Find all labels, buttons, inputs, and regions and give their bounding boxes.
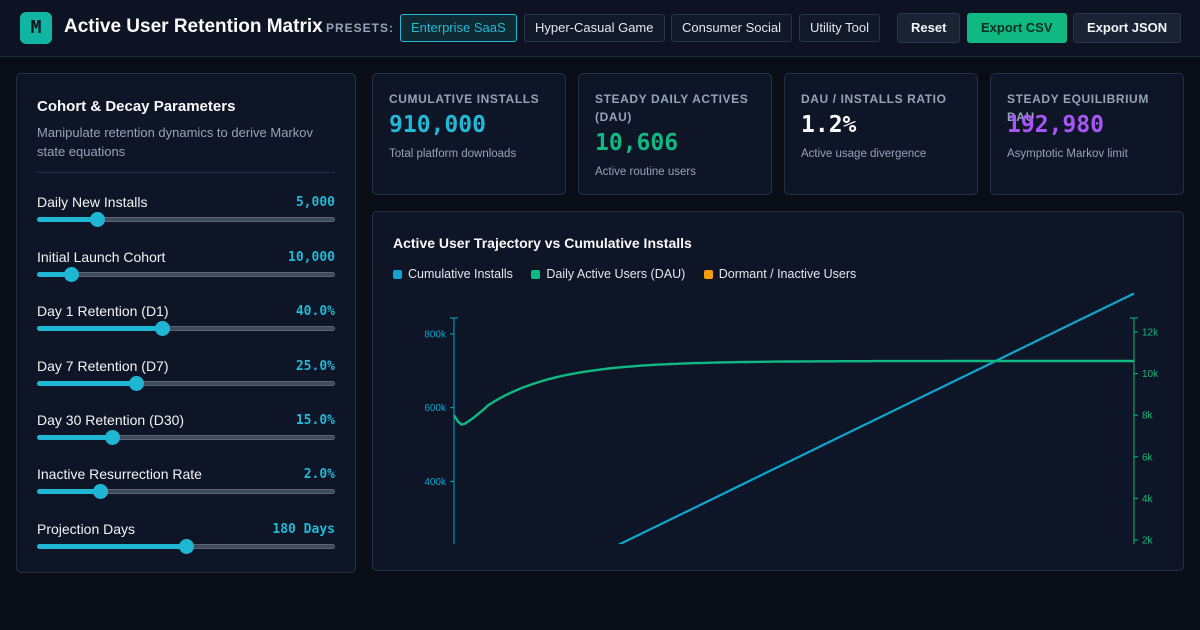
param-value: 15.0% (295, 413, 335, 428)
chart-panel: Active User Trajectory vs Cumulative Ins… (372, 211, 1184, 571)
param-slider[interactable] (37, 376, 335, 391)
stat-note: Total platform downloads (389, 148, 517, 160)
slider-thumb[interactable] (90, 212, 105, 227)
preset-utility-tool[interactable]: Utility Tool (799, 14, 881, 42)
param-slider[interactable] (37, 321, 335, 336)
reset-button[interactable]: Reset (897, 13, 961, 43)
stat-value: 910,000 (389, 112, 486, 138)
series-line-dau (452, 359, 1134, 426)
legend-label: Dormant / Inactive Users (718, 267, 857, 281)
right-tick-label: 12k (1142, 328, 1159, 339)
stat-note: Asymptotic Markov limit (1007, 148, 1128, 160)
slider-fill (37, 217, 98, 222)
slider-thumb[interactable] (129, 376, 144, 391)
param-slider[interactable] (37, 484, 335, 499)
legend-cumulative-installs[interactable]: Cumulative Installs (393, 267, 513, 281)
left-tick-label: 800k (424, 330, 447, 341)
preset-hyper-casual-game[interactable]: Hyper-Casual Game (524, 14, 665, 42)
param-label: Day 30 Retention (D30) (37, 412, 185, 428)
param-value: 2.0% (303, 467, 335, 482)
right-tick-label: 10k (1142, 369, 1159, 380)
param-label: Initial Launch Cohort (37, 249, 166, 265)
param-label: Inactive Resurrection Rate (37, 466, 202, 482)
parameters-subtitle: Manipulate retention dynamics to derive … (37, 125, 314, 159)
app-title: Active User Retention Matrix (64, 16, 323, 37)
stat-label: Steady Equilibrium DAU (1007, 92, 1149, 124)
chart-title: Active User Trajectory vs Cumulative Ins… (393, 235, 692, 251)
param-slider[interactable] (37, 430, 335, 445)
stat-label: Steady Daily Actives (DAU) (595, 92, 749, 124)
parameters-title: Cohort & Decay Parameters (37, 98, 236, 115)
parameters-panel: Cohort & Decay Parameters Manipulate ret… (16, 73, 356, 573)
left-tick-label: 600k (424, 403, 447, 414)
app-logo: M (20, 12, 52, 44)
right-tick-label: 6k (1142, 452, 1154, 463)
slider-thumb[interactable] (105, 430, 120, 445)
slider-thumb[interactable] (155, 321, 170, 336)
stat-label: DAU / Installs Ratio (801, 92, 947, 106)
param-projection-days: Projection Days 180 Days (37, 521, 335, 571)
param-label: Day 1 Retention (D1) (37, 303, 169, 319)
export-csv-button[interactable]: Export CSV (967, 13, 1067, 43)
param-day-30-retention-d30: Day 30 Retention (D30) 15.0% (37, 412, 335, 462)
right-tick-label: 4k (1142, 494, 1154, 505)
export-json-button[interactable]: Export JSON (1073, 13, 1182, 43)
param-day-1-retention-d1: Day 1 Retention (D1) 40.0% (37, 303, 335, 353)
legend-swatch (393, 270, 402, 279)
chart-legend: Cumulative Installs Daily Active Users (… (393, 265, 870, 281)
slider-fill (37, 435, 113, 440)
trajectory-chart: 200k400k600k800k2k4k6k8k10k12k (424, 292, 1159, 545)
stat-value: 10,606 (595, 130, 679, 156)
presets-label: PRESETS: (326, 21, 395, 35)
param-label: Day 7 Retention (D7) (37, 358, 169, 374)
slider-thumb[interactable] (93, 484, 108, 499)
left-tick-label: 400k (424, 477, 447, 488)
param-day-7-retention-d7: Day 7 Retention (D7) 25.0% (37, 358, 335, 408)
stat-value: 192,980 (1007, 112, 1104, 138)
slider-thumb[interactable] (64, 267, 79, 282)
stat-note: Active routine users (595, 166, 696, 178)
top-bar: M Active User Retention Matrix PRESETS: … (0, 0, 1200, 57)
legend-label: Cumulative Installs (408, 267, 513, 281)
param-slider[interactable] (37, 539, 335, 554)
legend-label: Daily Active Users (DAU) (546, 267, 686, 281)
stat-note: Active usage divergence (801, 148, 927, 160)
param-slider[interactable] (37, 212, 335, 227)
slider-fill (37, 489, 101, 494)
slider-fill (37, 381, 137, 386)
slider-fill (37, 544, 187, 549)
stat-card-steady-equilibrium-dau: Steady Equilibrium DAU 192,980 Asymptotic … (990, 73, 1184, 195)
param-daily-new-installs: Daily New Installs 5,000 (37, 194, 335, 244)
param-value: 40.0% (295, 304, 335, 319)
slider-thumb[interactable] (179, 539, 194, 554)
preset-enterprise-saas[interactable]: Enterprise SaaS (400, 14, 517, 42)
preset-consumer-social[interactable]: Consumer Social (671, 14, 792, 42)
series-line-cumulative-installs (617, 292, 1135, 544)
stat-card-dau-installs-ratio: DAU / Installs Ratio 1.2% Active usage div… (784, 73, 978, 195)
param-value: 10,000 (288, 250, 335, 265)
legend-dormant-users[interactable]: Dormant / Inactive Users (703, 267, 857, 281)
param-value: 5,000 (295, 195, 335, 210)
divider (37, 172, 335, 173)
param-inactive-resurrection-rate: Inactive Resurrection Rate 2.0% (37, 466, 335, 516)
param-label: Daily New Installs (37, 194, 148, 210)
stat-value: 1.2% (801, 112, 857, 138)
param-initial-launch-cohort: Initial Launch Cohort 10,000 (37, 249, 335, 299)
slider-fill (37, 272, 72, 277)
right-tick-label: 2k (1142, 536, 1154, 545)
param-label: Projection Days (37, 521, 136, 537)
legend-dau[interactable]: Daily Active Users (DAU) (531, 267, 685, 281)
stat-card-steady-daily-actives-dau: Steady Daily Actives (DAU) 10,606 Active r… (578, 73, 772, 195)
stat-label: Cumulative Installs (389, 92, 540, 106)
param-value: 25.0% (295, 359, 335, 374)
legend-swatch (531, 270, 541, 279)
right-tick-label: 8k (1142, 411, 1154, 422)
stat-card-cumulative-installs: Cumulative Installs 910,000 Total platform… (372, 73, 566, 195)
slider-fill (37, 326, 163, 331)
param-slider[interactable] (37, 267, 335, 282)
legend-swatch (703, 270, 713, 279)
param-value: 180 Days (272, 522, 335, 537)
